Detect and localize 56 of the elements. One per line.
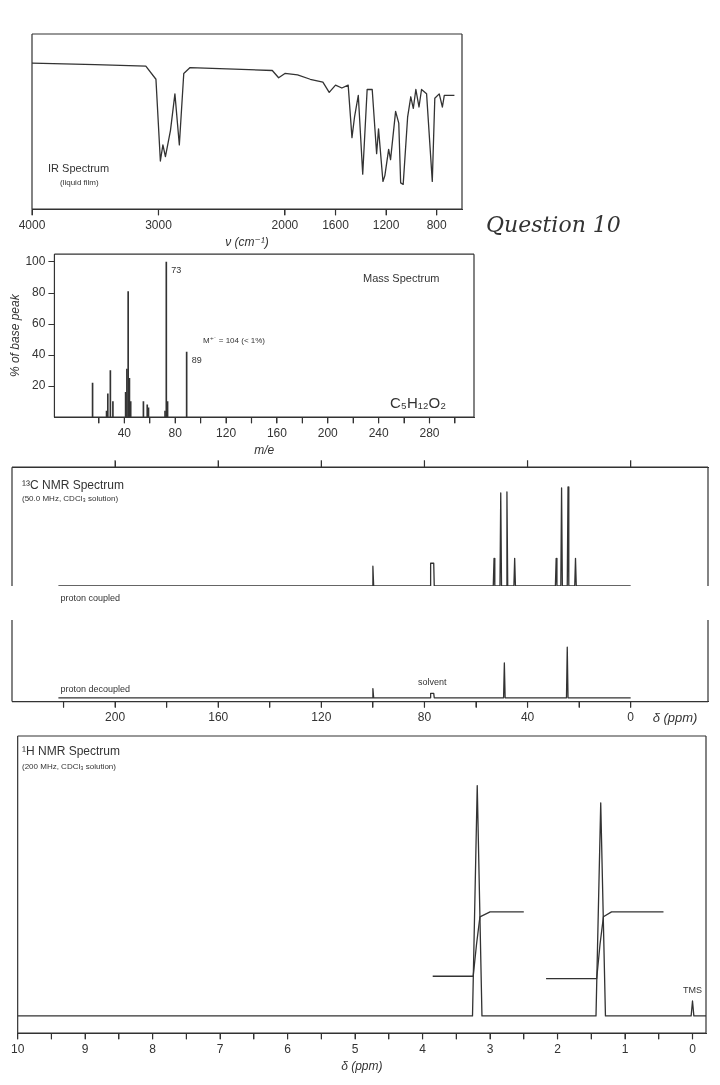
- x-tick-label: 40: [117, 425, 132, 440]
- annotation: 89: [191, 354, 202, 365]
- x-tick-label: 120: [216, 425, 237, 440]
- x-tick-label: 1: [621, 1041, 629, 1056]
- x-axis-title: m/e: [254, 443, 275, 458]
- text: Mass Spectrum: [363, 272, 440, 284]
- y-tick-label: 40: [32, 347, 46, 362]
- x-tick-label: 8: [149, 1041, 157, 1056]
- y-tick-label: 60: [32, 316, 46, 331]
- x-tick-label: 80: [417, 710, 432, 725]
- x-axis-title: δ (ppm): [652, 709, 698, 725]
- x-tick-label: 2000: [271, 217, 299, 232]
- x-tick-label: 2: [554, 1041, 562, 1056]
- x-tick-label: 9: [81, 1041, 89, 1056]
- x-tick-label: 280: [419, 425, 440, 440]
- annotation: solvent: [417, 677, 447, 688]
- x-tick-label: 160: [266, 425, 288, 440]
- text: (50.0 MHz, CDCl₃ solution): [22, 494, 119, 503]
- annotation: TMS: [683, 984, 702, 995]
- text: (liquid film): [60, 178, 99, 187]
- x-tick-label: 0: [689, 1041, 697, 1056]
- x-tick-label: 1600: [322, 217, 350, 232]
- annotation: 73: [171, 264, 182, 275]
- x-tick-label: 7: [216, 1041, 224, 1056]
- annotation: M⁺˙ = 104 (< 1%): [203, 336, 266, 345]
- x-tick-label: 3: [486, 1041, 494, 1056]
- x-tick-label: 800: [426, 217, 448, 232]
- chart-title: ¹H NMR Spectrum: [22, 744, 121, 758]
- x-tick-label: 120: [311, 710, 332, 725]
- x-tick-label: 1200: [372, 217, 400, 232]
- x-tick-label: 240: [368, 425, 389, 440]
- y-axis-title: % of base peak: [7, 293, 22, 378]
- x-tick-label: 5: [351, 1041, 359, 1056]
- x-tick-label: 200: [317, 425, 339, 440]
- annotation: C₅H₁₂O₂: [390, 394, 447, 411]
- chart-subtitle: (200 MHz, CDCl₃ solution): [22, 762, 116, 771]
- x-tick-label: 4: [419, 1041, 427, 1056]
- x-tick-label: 40: [520, 710, 535, 725]
- x-axis-title: ν (cm⁻¹): [225, 235, 269, 250]
- x-tick-label: 0: [627, 710, 635, 725]
- x-tick-label: 4000: [18, 217, 46, 232]
- y-tick-label: 20: [32, 378, 46, 393]
- x-axis-title: δ (ppm): [341, 1059, 383, 1074]
- x-tick-label: 10: [10, 1041, 25, 1056]
- series-label: proton decoupled: [60, 684, 130, 695]
- series-label: proton coupled: [60, 593, 120, 604]
- x-tick-label: 160: [208, 710, 229, 725]
- text: Question 10: [486, 212, 621, 237]
- chart-title: ¹³C NMR Spectrum: [22, 478, 125, 492]
- x-tick-label: 80: [168, 425, 183, 440]
- x-tick-label: 200: [105, 710, 126, 725]
- y-tick-label: 100: [25, 254, 46, 269]
- text: IR Spectrum: [48, 162, 110, 174]
- x-tick-label: 6: [284, 1041, 292, 1056]
- x-tick-label: 3000: [145, 217, 173, 232]
- y-tick-label: 80: [32, 285, 46, 300]
